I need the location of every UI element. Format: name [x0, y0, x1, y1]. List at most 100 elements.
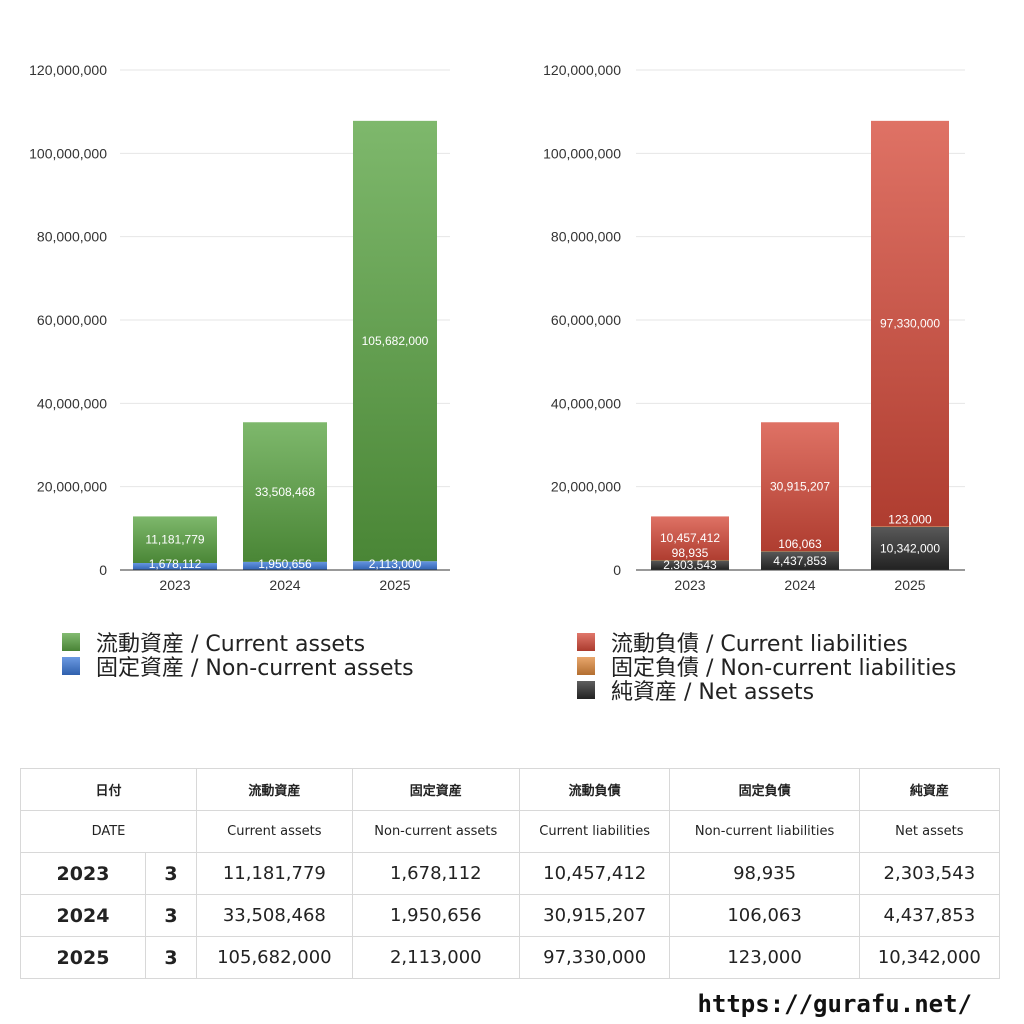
data-label: 105,682,000 — [362, 334, 429, 348]
legend-assets: 流動資産 / Current assets 固定資産 / Non-current … — [62, 630, 414, 681]
data-label: 123,000 — [888, 512, 932, 526]
cell-current-liabilities: 10,457,412 — [518, 852, 671, 895]
data-label: 10,457,412 — [660, 531, 720, 545]
table-row: 2025 3 105,682,000 2,113,000 97,330,000 … — [20, 936, 1001, 979]
header-noncurrent-liabilities-en: Non-current liabilities — [669, 810, 860, 853]
data-label: 10,342,000 — [880, 541, 940, 555]
y-tick-label: 20,000,000 — [551, 479, 621, 495]
y-tick-label: 100,000,000 — [29, 145, 107, 161]
cell-noncurrent-liabilities: 98,935 — [669, 852, 860, 895]
legend-swatch — [577, 657, 595, 675]
y-tick-label: 60,000,000 — [551, 312, 621, 328]
bar-segment — [651, 516, 729, 560]
header-net-assets-jp: 純資産 — [858, 768, 1001, 811]
legend-label: 固定負債 / Non-current liabilities — [611, 656, 957, 681]
legend-item: 流動負債 / Current liabilities — [577, 630, 956, 657]
y-tick-label: 120,000,000 — [29, 62, 107, 78]
cell-noncurrent-liabilities: 106,063 — [669, 894, 860, 937]
y-tick-label: 40,000,000 — [37, 395, 107, 411]
y-tick-label: 100,000,000 — [543, 145, 621, 161]
header-date-jp: 日付 — [20, 768, 197, 811]
header-date-en: DATE — [20, 810, 197, 853]
data-label: 11,181,779 — [145, 533, 204, 547]
cell-current-assets: 33,508,468 — [196, 894, 353, 937]
legend-swatch — [577, 633, 595, 651]
site-url-link[interactable]: https://gurafu.net/ — [697, 990, 972, 1018]
bar-segment — [651, 559, 729, 561]
header-noncurrent-assets-jp: 固定資産 — [351, 768, 520, 811]
cell-net-assets: 4,437,853 — [858, 894, 1001, 937]
header-noncurrent-assets-en: Non-current assets — [351, 810, 520, 853]
row-year: 2025 — [20, 936, 146, 979]
legend-liabilities: 流動負債 / Current liabilities 固定負債 / Non-cur… — [577, 630, 956, 705]
legend-swatch — [62, 633, 80, 651]
charts-canvas: 0 20,000,000 40,000,000 60,000,000 80,000,00… — [29, 62, 965, 593]
y-tick-label: 60,000,000 — [37, 312, 107, 328]
data-label: 4,437,853 — [773, 554, 827, 568]
data-label: 2,113,000 — [369, 557, 422, 571]
bar-segment — [133, 563, 217, 570]
chart-liabilities: 0 20,000,000 40,000,000 60,000,000 80,000,00… — [543, 62, 965, 593]
bar-segment — [871, 526, 949, 570]
y-tick-label: 20,000,000 — [37, 479, 107, 495]
y-tick-label: 0 — [613, 562, 621, 578]
bar-segment — [133, 516, 217, 564]
row-count: 3 — [145, 936, 197, 979]
header-current-liabilities-en: Current liabilities — [518, 810, 671, 853]
x-tick-label: 2023 — [674, 577, 705, 593]
data-label: 2,303,543 — [663, 558, 717, 572]
bar-segment — [353, 561, 437, 570]
data-label: 97,330,000 — [880, 317, 940, 331]
x-tick-label: 2023 — [159, 577, 190, 593]
table-row: 2023 3 11,181,779 1,678,112 10,457,412 9… — [20, 852, 1001, 895]
legend-label: 流動資産 / Current assets — [96, 632, 366, 657]
legend-item: 固定負債 / Non-current liabilities — [577, 654, 956, 681]
cell-noncurrent-assets: 2,113,000 — [351, 936, 520, 979]
bar-segment — [243, 561, 327, 570]
y-tick-label: 40,000,000 — [551, 395, 621, 411]
legend-item: 流動資産 / Current assets — [62, 630, 414, 657]
bar-segment — [871, 120, 949, 527]
cell-noncurrent-assets: 1,678,112 — [351, 852, 520, 895]
data-label: 30,915,207 — [770, 480, 830, 494]
legend-label: 純資産 / Net assets — [611, 680, 815, 705]
row-count: 3 — [145, 852, 197, 895]
data-label: 98,935 — [672, 546, 709, 560]
cell-noncurrent-liabilities: 123,000 — [669, 936, 860, 979]
financial-table: 日付 流動資産 固定資産 流動負債 固定負債 純資産 DATE Current … — [20, 768, 1001, 979]
bar-segment — [651, 560, 729, 570]
data-label: 1,950,656 — [258, 557, 312, 571]
data-label: 1,678,112 — [149, 557, 202, 571]
header-current-assets-jp: 流動資産 — [196, 768, 353, 811]
legend-swatch — [577, 681, 595, 699]
x-tick-label: 2025 — [894, 577, 925, 593]
y-tick-label: 120,000,000 — [543, 62, 621, 78]
cell-current-liabilities: 30,915,207 — [518, 894, 671, 937]
header-current-assets-en: Current assets — [196, 810, 353, 853]
row-year: 2024 — [20, 894, 146, 937]
data-label: 33,508,468 — [255, 485, 315, 499]
x-tick-label: 2024 — [784, 577, 815, 593]
bar-segment — [871, 526, 949, 527]
cell-current-assets: 11,181,779 — [196, 852, 353, 895]
bar-segment — [761, 422, 839, 552]
y-tick-label: 80,000,000 — [37, 229, 107, 245]
bar-segment — [353, 120, 437, 562]
table-row: 2024 3 33,508,468 1,950,656 30,915,207 1… — [20, 894, 1001, 937]
bar-segment — [761, 551, 839, 552]
legend-item: 固定資産 / Non-current assets — [62, 654, 414, 681]
legend-label: 固定資産 / Non-current assets — [96, 656, 414, 681]
table-header-row-jp: 日付 流動資産 固定資産 流動負債 固定負債 純資産 — [20, 768, 1001, 811]
legend-item: 純資産 / Net assets — [577, 678, 956, 705]
row-year: 2023 — [20, 852, 146, 895]
legend-swatch — [62, 657, 80, 675]
cell-net-assets: 2,303,543 — [858, 852, 1001, 895]
cell-net-assets: 10,342,000 — [858, 936, 1001, 979]
y-tick-label: 0 — [99, 562, 107, 578]
y-tick-label: 80,000,000 — [551, 229, 621, 245]
cell-noncurrent-assets: 1,950,656 — [351, 894, 520, 937]
table-header-row-en: DATE Current assets Non-current assets C… — [20, 810, 1001, 853]
bar-segment — [761, 551, 839, 570]
chart-assets: 0 20,000,000 40,000,000 60,000,000 80,000,00… — [29, 62, 450, 593]
bar-segment — [243, 422, 327, 562]
